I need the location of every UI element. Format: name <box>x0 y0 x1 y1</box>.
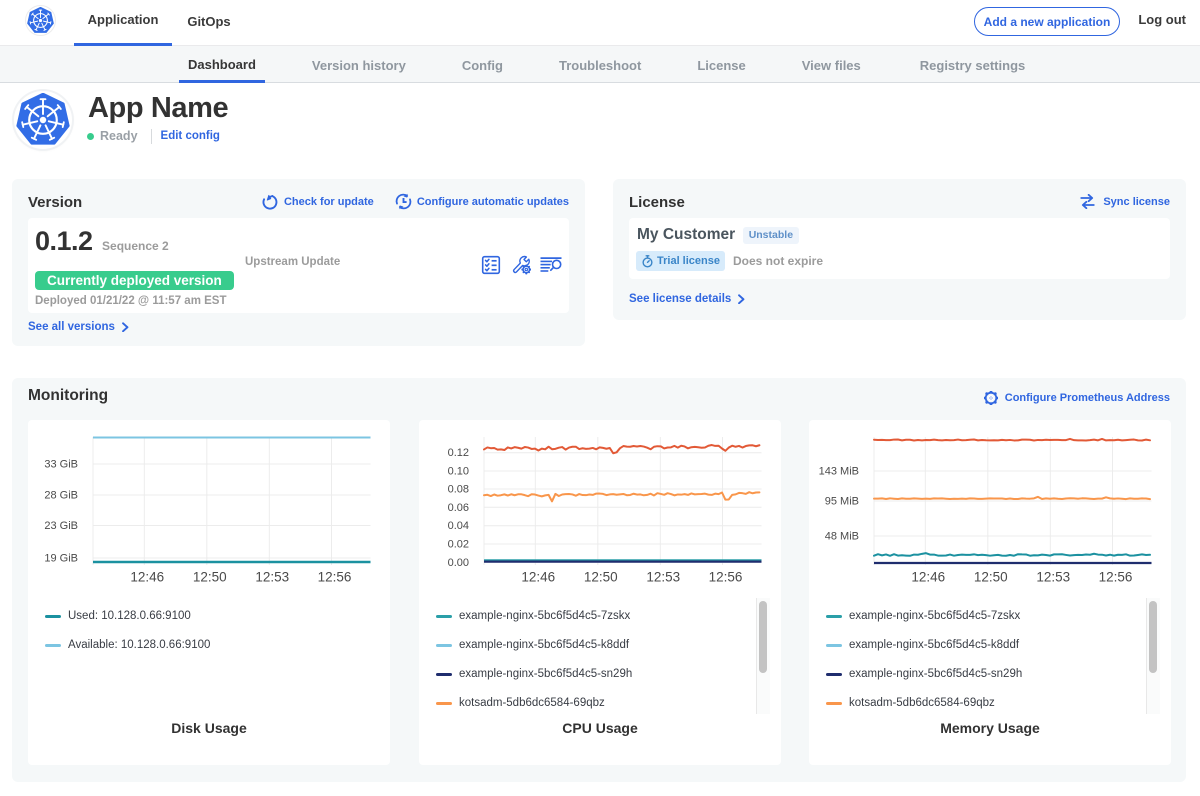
svg-text:23 GiB: 23 GiB <box>44 520 78 532</box>
svg-text:0.00: 0.00 <box>448 557 469 569</box>
svg-text:0.04: 0.04 <box>448 520 469 532</box>
svg-text:12:50: 12:50 <box>974 570 1008 585</box>
svg-text:0.02: 0.02 <box>448 539 469 551</box>
svg-text:12:56: 12:56 <box>1099 570 1133 585</box>
svg-text:12:46: 12:46 <box>521 570 555 585</box>
svg-text:12:53: 12:53 <box>646 570 680 585</box>
svg-text:12:53: 12:53 <box>255 570 289 585</box>
svg-text:0.12: 0.12 <box>448 447 469 459</box>
svg-text:0.10: 0.10 <box>448 466 469 478</box>
svg-text:12:50: 12:50 <box>193 570 227 585</box>
svg-text:28 GiB: 28 GiB <box>44 490 78 502</box>
svg-text:143 MiB: 143 MiB <box>819 466 859 478</box>
svg-text:33 GiB: 33 GiB <box>44 459 78 471</box>
svg-text:12:53: 12:53 <box>1036 570 1070 585</box>
svg-text:12:46: 12:46 <box>911 570 945 585</box>
svg-text:95 MiB: 95 MiB <box>825 496 859 508</box>
svg-text:48 MiB: 48 MiB <box>825 531 859 543</box>
svg-text:12:56: 12:56 <box>318 570 352 585</box>
svg-text:12:56: 12:56 <box>709 570 743 585</box>
svg-text:12:50: 12:50 <box>584 570 618 585</box>
svg-text:19 GiB: 19 GiB <box>44 553 78 565</box>
svg-text:0.08: 0.08 <box>448 484 469 496</box>
svg-text:0.06: 0.06 <box>448 502 469 514</box>
svg-text:12:46: 12:46 <box>130 570 164 585</box>
